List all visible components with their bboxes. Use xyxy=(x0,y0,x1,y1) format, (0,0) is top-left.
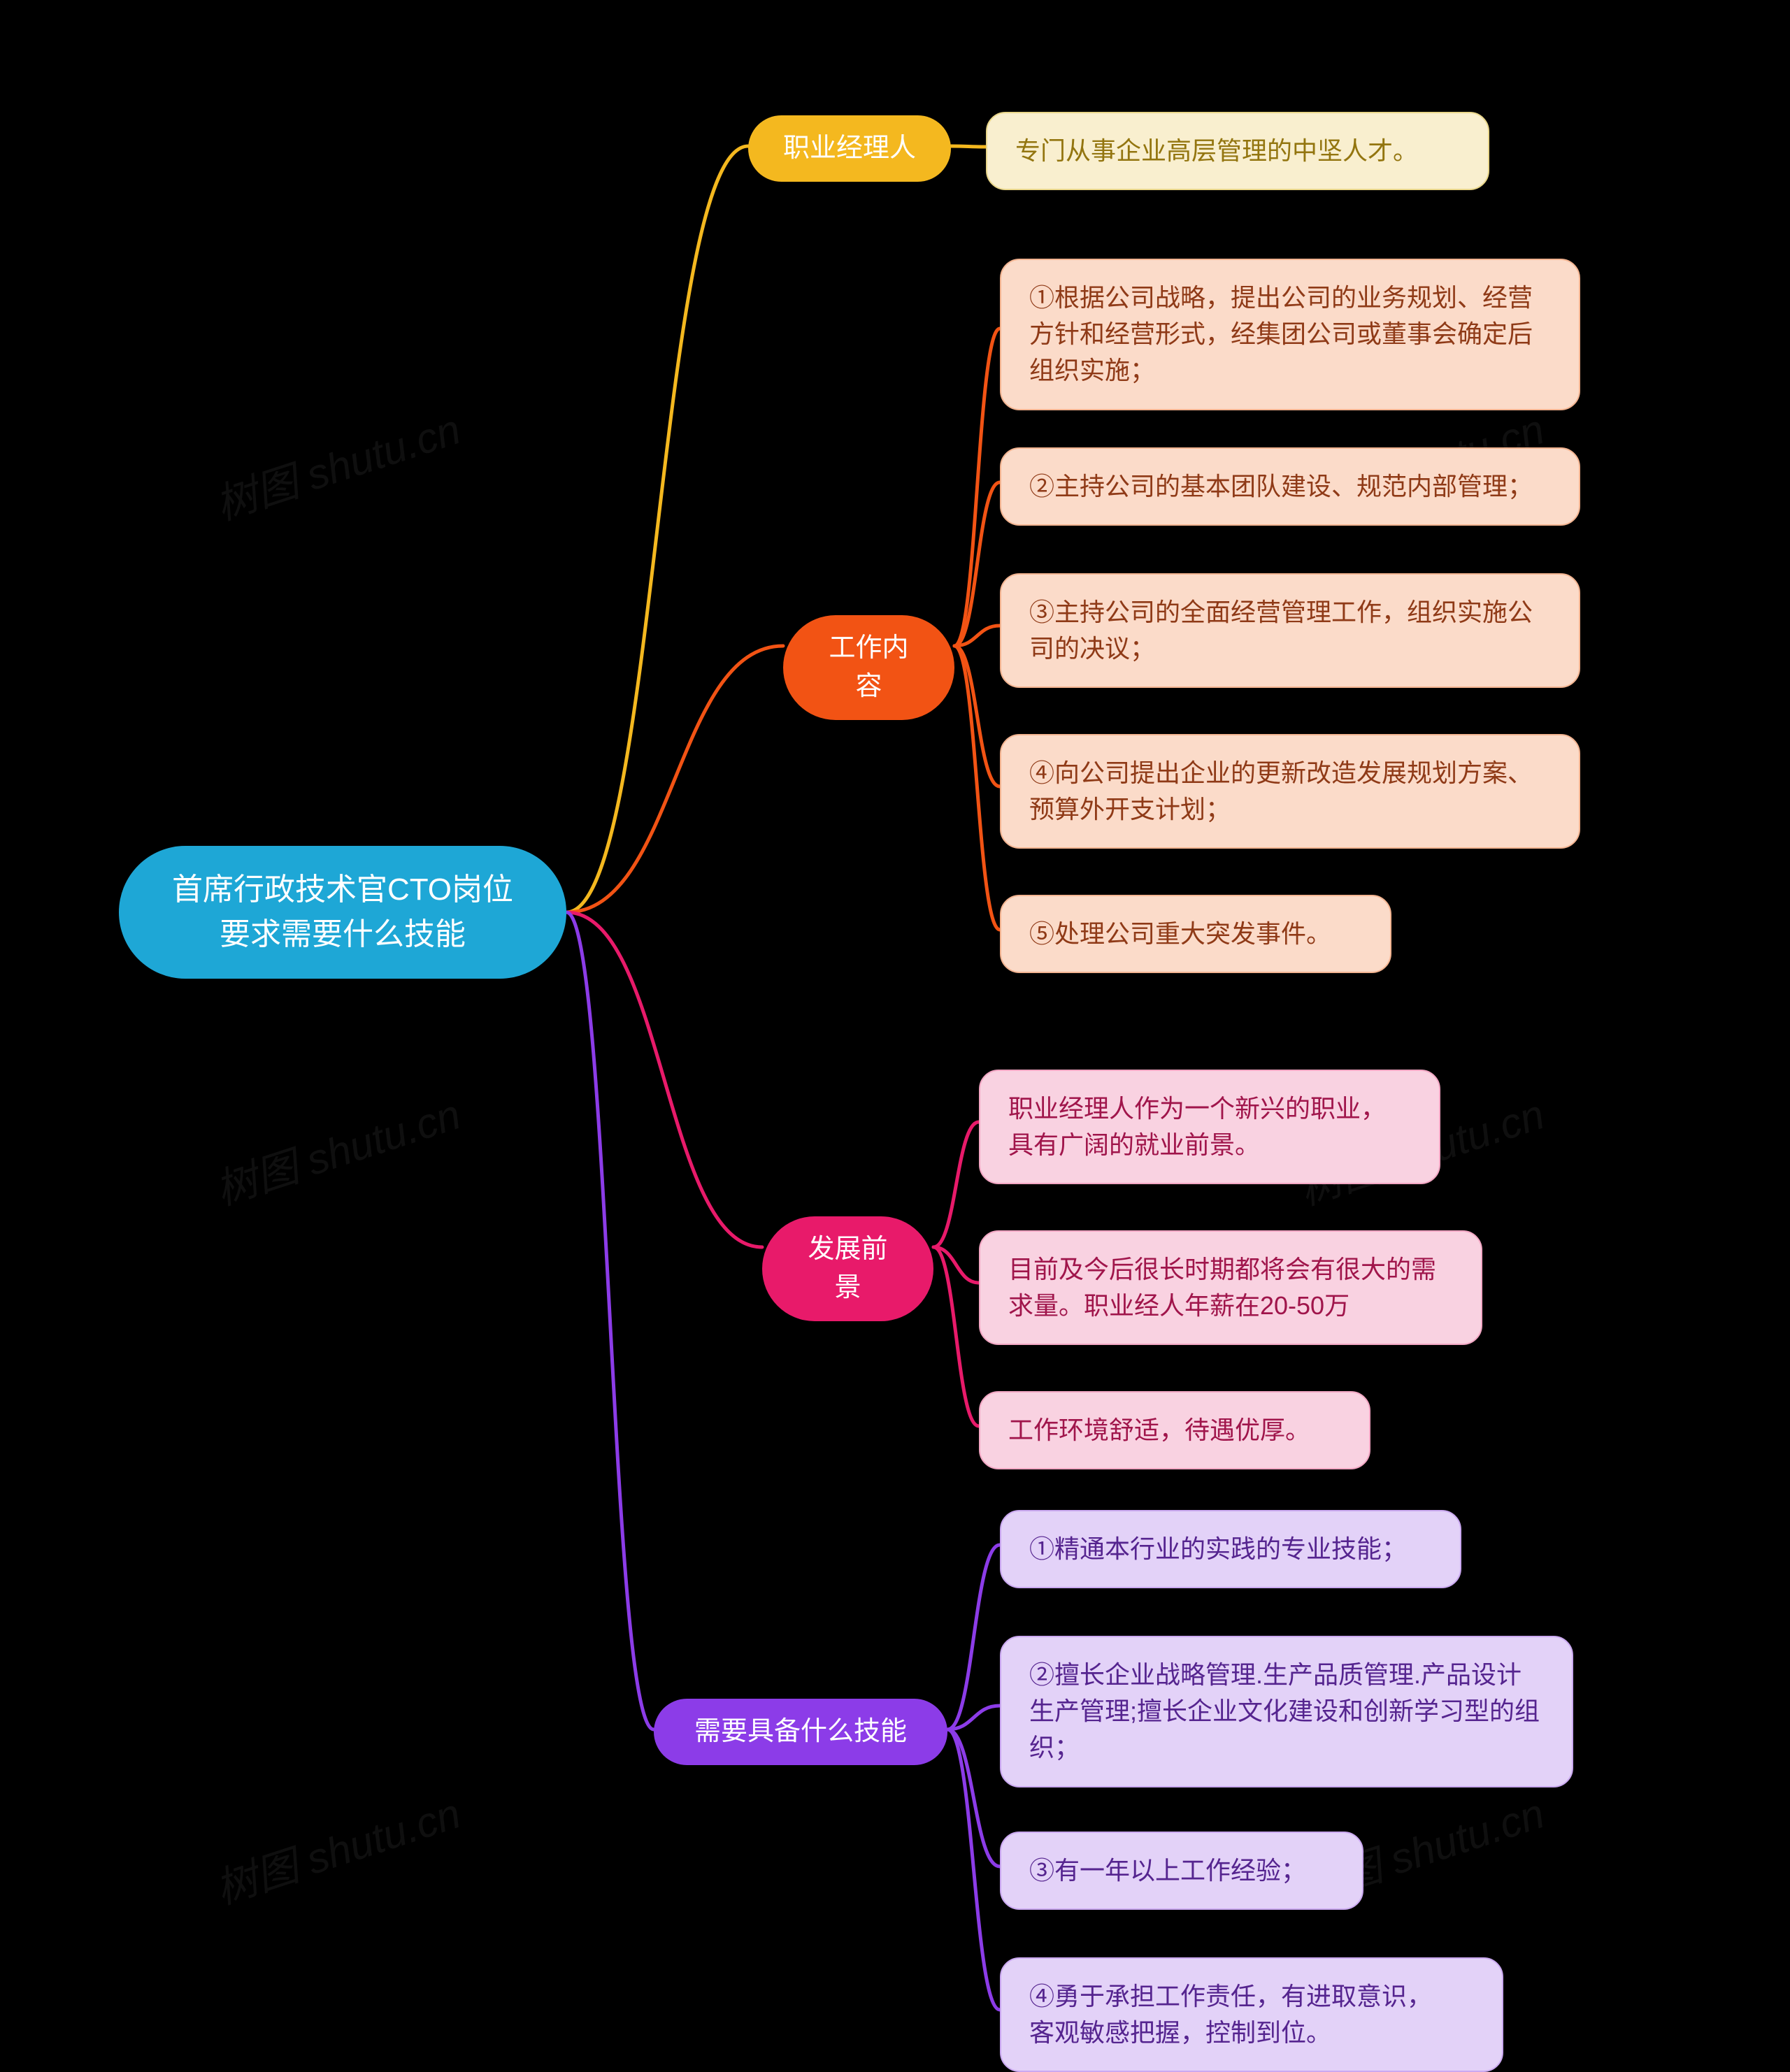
branch-b4: 需要具备什么技能 xyxy=(654,1699,947,1765)
leaf-b3l2-label: 目前及今后很长时期都将会有很大的需求量。职业经人年薪在20-50万 xyxy=(1008,1251,1453,1324)
leaf-b3l1: 职业经理人作为一个新兴的职业， 具有广阔的就业前景。 xyxy=(979,1070,1440,1184)
branch-b2: 工作内容 xyxy=(783,615,954,720)
branch-b3: 发展前景 xyxy=(762,1216,933,1321)
leaf-b2l2: ②主持公司的基本团队建设、规范内部管理； xyxy=(1000,447,1580,526)
leaf-b3l3-label: 工作环境舒适，待遇优厚。 xyxy=(1008,1412,1310,1448)
leaf-b4l3-label: ③有一年以上工作经验； xyxy=(1029,1852,1306,1889)
leaf-b4l3: ③有一年以上工作经验； xyxy=(1000,1832,1363,1910)
mindmap-canvas: 树图 shutu.cn树图 shutu.cn树图 shutu.cn树图 shut… xyxy=(0,0,1790,2050)
leaf-b1l1-label: 专门从事企业高层管理的中坚人才。 xyxy=(1015,133,1418,169)
leaf-b2l1: ①根据公司战略，提出公司的业务规划、经营方针和经营形式，经集团公司或董事会确定后… xyxy=(1000,259,1580,410)
leaf-b2l4-label: ④向公司提出企业的更新改造发展规划方案、预算外开支计划； xyxy=(1029,755,1551,828)
watermark: 树图 shutu.cn xyxy=(206,396,467,532)
leaf-b1l1: 专门从事企业高层管理的中坚人才。 xyxy=(986,112,1489,190)
leaf-b4l4: ④勇于承担工作责任，有进取意识， 客观敏感把握，控制到位。 xyxy=(1000,1957,1503,2072)
leaf-b3l3: 工作环境舒适，待遇优厚。 xyxy=(979,1391,1370,1469)
watermark: 树图 shutu.cn xyxy=(206,1780,467,1916)
watermark: 树图 shutu.cn xyxy=(206,1081,467,1217)
leaf-b2l3: ③主持公司的全面经营管理工作，组织实施公司的决议； xyxy=(1000,573,1580,688)
leaf-b2l5: ⑤处理公司重大突发事件。 xyxy=(1000,895,1391,973)
leaf-b2l2-label: ②主持公司的基本团队建设、规范内部管理； xyxy=(1029,468,1533,505)
leaf-b2l3-label: ③主持公司的全面经营管理工作，组织实施公司的决议； xyxy=(1029,594,1551,667)
leaf-b3l2: 目前及今后很长时期都将会有很大的需求量。职业经人年薪在20-50万 xyxy=(979,1230,1482,1345)
root-node-label: 首席行政技术官CTO岗位 要求需要什么技能 xyxy=(172,868,513,957)
leaf-b2l1-label: ①根据公司战略，提出公司的业务规划、经营方针和经营形式，经集团公司或董事会确定后… xyxy=(1029,280,1551,389)
leaf-b4l4-label: ④勇于承担工作责任，有进取意识， 客观敏感把握，控制到位。 xyxy=(1029,1978,1432,2051)
leaf-b4l1: ①精通本行业的实践的专业技能； xyxy=(1000,1510,1461,1588)
leaf-b4l2-label: ②擅长企业战略管理.生产品质管理.产品设计生产管理;擅长企业文化建设和创新学习型… xyxy=(1029,1657,1544,1767)
leaf-b2l4: ④向公司提出企业的更新改造发展规划方案、预算外开支计划； xyxy=(1000,734,1580,849)
branch-b4-label: 需要具备什么技能 xyxy=(694,1713,907,1751)
root-node: 首席行政技术官CTO岗位 要求需要什么技能 xyxy=(119,846,566,979)
branch-b1-label: 职业经理人 xyxy=(783,129,916,168)
leaf-b2l5-label: ⑤处理公司重大突发事件。 xyxy=(1029,916,1331,952)
leaf-b3l1-label: 职业经理人作为一个新兴的职业， 具有广阔的就业前景。 xyxy=(1008,1091,1386,1163)
branch-b3-label: 发展前景 xyxy=(796,1230,900,1307)
branch-b2-label: 工作内容 xyxy=(817,629,921,706)
leaf-b4l2: ②擅长企业战略管理.生产品质管理.产品设计生产管理;擅长企业文化建设和创新学习型… xyxy=(1000,1636,1573,1787)
leaf-b4l1-label: ①精通本行业的实践的专业技能； xyxy=(1029,1531,1407,1567)
branch-b1: 职业经理人 xyxy=(748,115,951,182)
